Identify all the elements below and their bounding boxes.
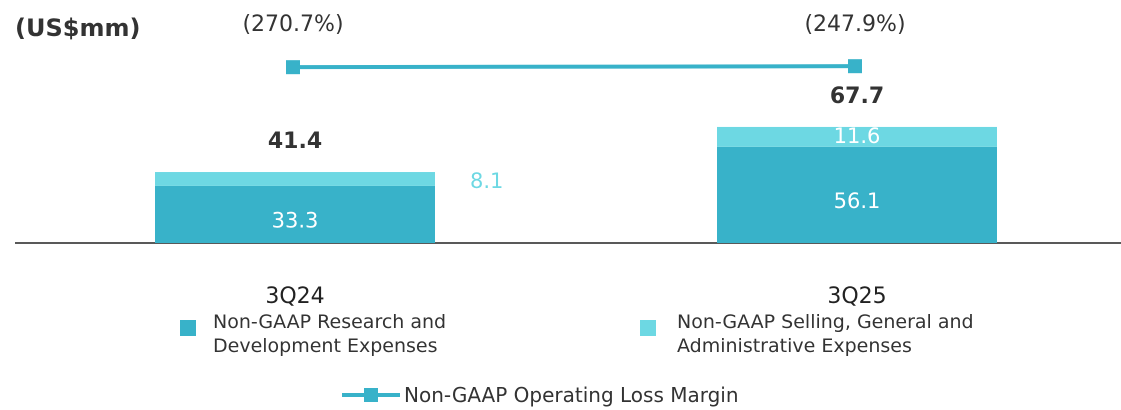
data-label: 8.1 xyxy=(470,169,503,193)
total-label: 41.4 xyxy=(268,129,322,154)
unit-label: (US$mm) xyxy=(15,14,140,42)
bar-segment xyxy=(155,172,435,186)
data-label: (270.7%) xyxy=(242,12,343,37)
line-series xyxy=(292,64,856,70)
legend-swatch xyxy=(180,320,196,336)
bar-segment xyxy=(155,185,435,243)
x-tick-label: 3Q24 xyxy=(265,284,324,309)
legend-swatch xyxy=(640,320,656,336)
line-marker xyxy=(848,59,862,74)
line-marker xyxy=(286,60,300,75)
legend-label: Non-GAAP Selling, General and Administra… xyxy=(677,311,974,357)
bar-segment xyxy=(717,146,997,243)
legend-marker xyxy=(364,388,378,402)
data-label: 56.1 xyxy=(834,189,881,213)
legend-label: Non-GAAP Research and Development Expens… xyxy=(213,311,447,357)
data-label: 33.3 xyxy=(272,208,319,232)
legend-label: Non-GAAP Operating Loss Margin xyxy=(404,383,739,407)
bar-segment xyxy=(717,126,997,147)
data-label: 11.6 xyxy=(834,124,881,148)
total-label: 67.7 xyxy=(830,84,884,109)
x-tick-label: 3Q25 xyxy=(827,284,886,309)
data-label: (247.9%) xyxy=(804,12,905,37)
